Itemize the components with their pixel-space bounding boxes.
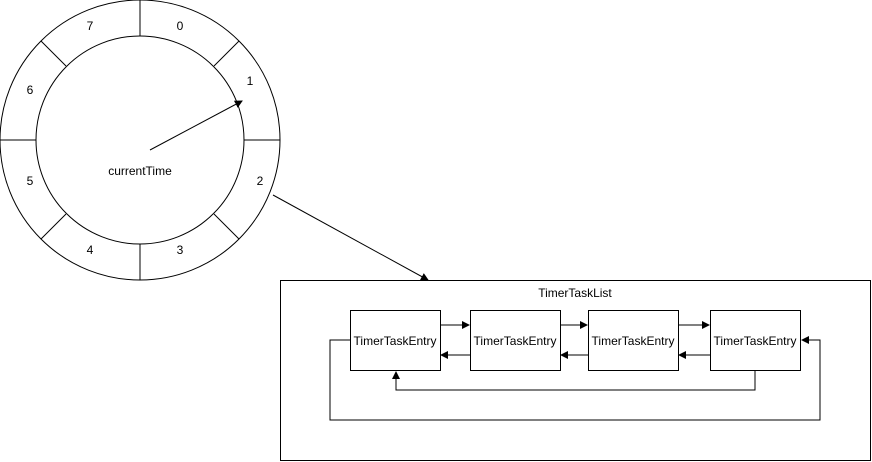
task-entry: TimerTaskEntry — [588, 310, 679, 371]
task-entry-label: TimerTaskEntry — [592, 334, 675, 348]
current-time-label: currentTime — [108, 164, 172, 178]
task-entry-box — [470, 310, 561, 371]
slot-label-3: 3 — [177, 243, 184, 257]
slot-divider — [213, 213, 240, 240]
task-entry-box — [710, 310, 801, 371]
task-entry-label: TimerTaskEntry — [714, 334, 797, 348]
slot-label-6: 6 — [27, 83, 34, 97]
task-entry-label: TimerTaskEntry — [474, 334, 557, 348]
timer-task-list: TimerTaskList TimerTaskEntry TimerTaskEn… — [280, 280, 871, 461]
timing-wheel: 0 1 2 3 4 5 6 7 currentTime — [0, 0, 281, 281]
task-entry: TimerTaskEntry — [710, 310, 801, 371]
task-entry-box — [588, 310, 679, 371]
task-list-title: TimerTaskList — [538, 286, 612, 300]
task-entry-box — [350, 310, 441, 371]
slot-label-7: 7 — [87, 19, 94, 33]
tail-to-head-arrow — [392, 370, 756, 391]
head-to-tail-arrow — [329, 336, 821, 421]
slot-label-2: 2 — [257, 174, 264, 188]
slot-divider — [213, 40, 240, 67]
slot-to-list-arrow — [272, 194, 429, 281]
slot-divider — [40, 40, 67, 67]
slot-label-4: 4 — [87, 243, 94, 257]
slot-label-5: 5 — [27, 174, 34, 188]
task-entry-label: TimerTaskEntry — [354, 334, 437, 348]
slot-divider — [40, 213, 67, 240]
task-entry: TimerTaskEntry — [470, 310, 561, 371]
wheel-inner-ring — [35, 35, 245, 245]
current-time-hand — [149, 100, 243, 151]
task-entry: TimerTaskEntry — [350, 310, 441, 371]
slot-label-0: 0 — [177, 19, 184, 33]
slot-label-1: 1 — [247, 74, 254, 88]
